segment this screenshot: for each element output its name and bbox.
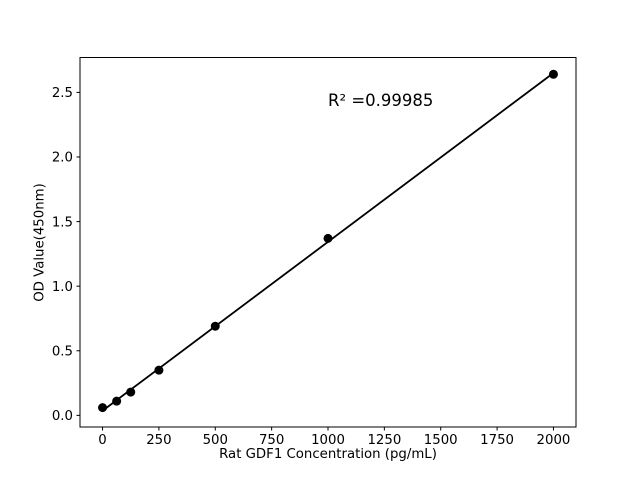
data-point (210, 321, 220, 331)
data-point (323, 233, 333, 243)
x-tick-label: 0 (98, 433, 106, 448)
data-point (98, 403, 108, 413)
y-tick-label: 1.0 (52, 280, 73, 295)
x-tick-label: 1500 (424, 433, 458, 448)
r-squared-annotation: R² =0.99985 (328, 91, 434, 110)
data-point (112, 396, 122, 406)
x-tick-label: 250 (146, 433, 171, 448)
y-tick-label: 0.5 (52, 344, 73, 359)
y-tick-label: 0.0 (52, 409, 73, 424)
x-tick-label: 500 (203, 433, 228, 448)
x-tick-label: 1000 (311, 433, 345, 448)
y-tick-label: 1.5 (52, 215, 73, 230)
data-point (154, 365, 164, 375)
y-tick-label: 2.5 (52, 86, 73, 101)
y-axis-label: OD Value(450nm) (32, 183, 48, 302)
x-tick-label: 1750 (480, 433, 514, 448)
y-tick-label: 2.0 (52, 151, 73, 166)
x-axis-label: Rat GDF1 Concentration (pg/mL) (219, 447, 437, 462)
data-point (548, 69, 558, 79)
x-tick-label: 2000 (537, 433, 571, 448)
x-tick-label: 750 (259, 433, 284, 448)
data-point (126, 387, 136, 397)
x-tick-label: 1250 (367, 433, 401, 448)
